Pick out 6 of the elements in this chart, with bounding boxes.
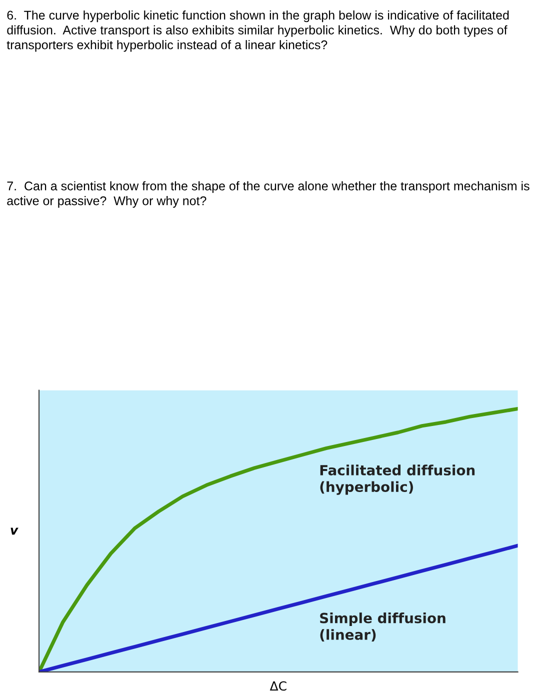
x-axis-title: ΔC [270, 681, 286, 691]
series-label: Facilitated diffusion (hyperbolic) [320, 464, 475, 495]
y-axis-title: v [10, 528, 18, 535]
text: 7. Can a scientist know from the shape of the curve alone whether the transport mechanism is active or passive? Why or why not? [7, 181, 530, 208]
text: 6. The curve hyperbolic kinetic function shown in the graph below is indicative of facilitated diffusion. Active transport is also exhibits similar hyperbolic kinetics. Why do both types of transporters exhibit hyperbolic instead of a linear kinetics? [6, 10, 509, 52]
series-label: Simple diffusion (linear) [320, 612, 446, 642]
